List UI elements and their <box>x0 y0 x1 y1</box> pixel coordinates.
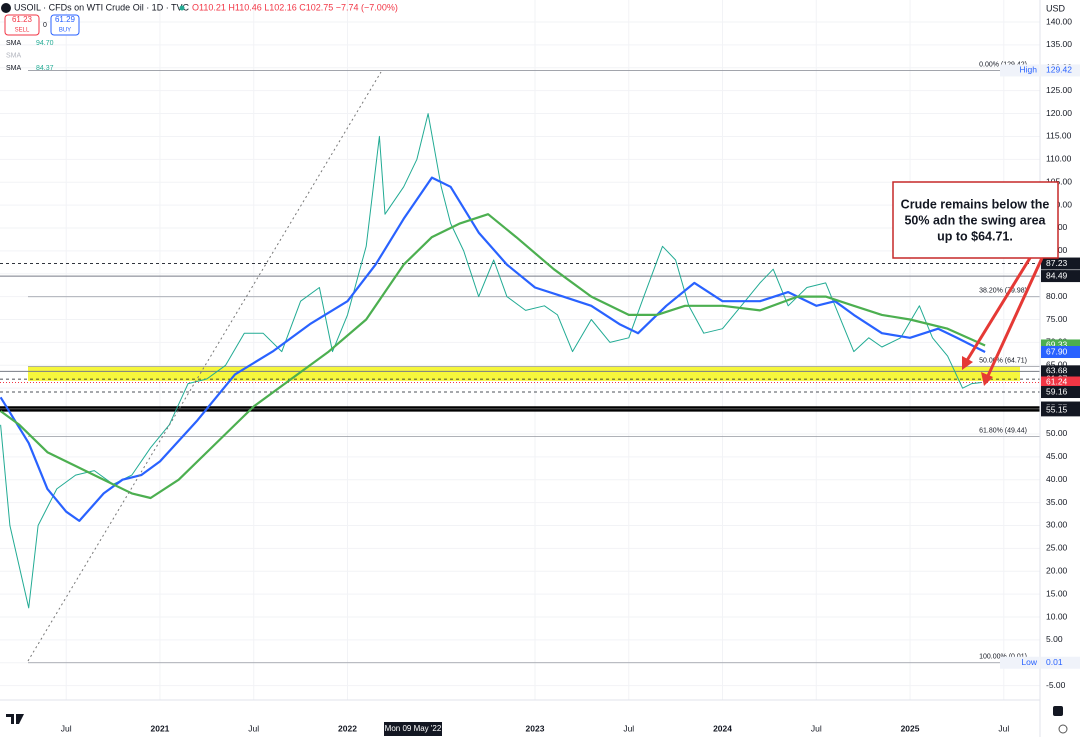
price-badge <box>1041 404 1080 417</box>
price-badge <box>1041 346 1080 359</box>
y-tick-label: 35.00 <box>1046 497 1068 507</box>
crosshair-label-box <box>384 722 442 736</box>
arrow <box>985 257 1044 379</box>
y-tick-label: 5.00 <box>1046 634 1063 644</box>
y-tick-label: 115.00 <box>1046 131 1072 141</box>
price-badge <box>1041 64 1080 77</box>
currency: USD <box>1046 3 1066 13</box>
ohlc: O110.21 H110.46 L102.16 C102.75 −7.74 (−… <box>192 2 398 12</box>
y-tick-label: 10.00 <box>1046 611 1068 621</box>
y-tick-label: 80.00 <box>1046 291 1068 301</box>
y-tick-label: 105.00 <box>1046 176 1072 186</box>
y-tick-label: -5.00 <box>1046 680 1066 690</box>
y-tick-label: 125.00 <box>1046 85 1072 95</box>
price-badge-text: 69.33 <box>1046 340 1068 350</box>
price-badge-text: 67.90 <box>1046 346 1068 356</box>
x-tick-label: 2025 <box>901 723 920 733</box>
annotation: Crude remains below the 50% adn the swing… <box>901 197 1050 243</box>
y-tick-label: 110.00 <box>1046 154 1072 164</box>
fib-label: 61.80% (49.44) <box>979 427 1027 434</box>
annotation-box <box>892 181 1059 259</box>
sell-label[interactable]: SELL <box>15 28 30 34</box>
price-badge-text: 63.68 <box>1046 366 1068 376</box>
x-tick-label: 2024 <box>713 723 732 733</box>
indicator-name: SMA <box>6 40 22 47</box>
price-badge-text: 87.23 <box>1046 258 1068 268</box>
annotation-text: 50% adn the swing area <box>904 213 1046 227</box>
indicator-value: 84.37 <box>36 65 54 72</box>
axes: 140.00135.00130.00125.00120.00115.00110.… <box>61 16 1080 733</box>
symbol-icon <box>1 3 11 13</box>
y-tick-label: 40.00 <box>1046 474 1068 484</box>
x-tick-label: Jul <box>811 723 822 733</box>
price-badge-tag-text: Low <box>1021 657 1037 667</box>
arrow <box>964 257 1032 363</box>
buy-price[interactable]: 61.29 <box>55 15 76 24</box>
price-badge <box>1041 656 1080 669</box>
indicator-name: SMA <box>6 65 22 72</box>
y-tick-label: 140.00 <box>1046 16 1072 26</box>
indicator-legend: SMA 94.70 SMA SMA 84.37 <box>6 40 54 72</box>
price-badge-text: 0.01 <box>1046 657 1063 667</box>
arrow-head <box>962 356 973 370</box>
x-tick-label: Jul <box>998 723 1009 733</box>
price-badge-text: 59.16 <box>1046 386 1068 396</box>
zone <box>28 366 1020 381</box>
status-dot <box>179 5 185 11</box>
y-tick-label: 75.00 <box>1046 314 1068 324</box>
price-badge-text: 61.24 <box>1046 377 1068 387</box>
y-tick-label: 65.00 <box>1046 360 1068 370</box>
annotation-text: up to $64.71. <box>937 229 1013 243</box>
price-badge <box>1041 376 1080 389</box>
settings-button[interactable] <box>1058 724 1068 734</box>
indicator-name: SMA <box>6 52 22 59</box>
y-tick-label: 15.00 <box>1046 588 1068 598</box>
x-tick-label: 2022 <box>338 723 357 733</box>
indicator-value: 94.70 <box>36 40 54 47</box>
x-tick-label: Jul <box>61 723 72 733</box>
price-badge-text: 84.49 <box>1046 270 1068 280</box>
price-badge-tag <box>1000 64 1040 77</box>
sell-button[interactable] <box>4 14 40 36</box>
sma-line <box>0 176 986 523</box>
buy-label[interactable]: BUY <box>59 28 71 34</box>
price-badge <box>1041 257 1080 270</box>
sma-line <box>0 213 986 500</box>
x-tick-label: 2021 <box>150 723 169 733</box>
price-badge-text: 55.15 <box>1046 405 1068 415</box>
y-tick-label: 30.00 <box>1046 520 1068 530</box>
y-tick-label: 100.00 <box>1046 199 1072 209</box>
fib-label: 50.00% (64.71) <box>979 357 1027 364</box>
plot: 0.00% (129.42)38.20% (79.98)50.00% (64.7… <box>0 61 1040 664</box>
annotation-text: Crude remains below the <box>901 197 1050 211</box>
arrow-head <box>981 372 993 386</box>
y-tick-label: 135.00 <box>1046 39 1072 49</box>
buy-button[interactable] <box>50 14 80 36</box>
symbol-title: USOIL · CFDs on WTI Crude Oil · 1D · TVC <box>14 2 190 12</box>
x-tick-label: 2023 <box>526 723 545 733</box>
price-line <box>0 113 982 609</box>
x-tick-label: Jul <box>623 723 634 733</box>
y-tick-label: 20.00 <box>1046 566 1068 576</box>
fib-label: 38.20% (79.98) <box>979 288 1027 295</box>
spread: 0 <box>43 22 47 29</box>
x-tick-label: Jul <box>248 723 259 733</box>
y-tick-label: 25.00 <box>1046 543 1068 553</box>
y-tick-label: 50.00 <box>1046 428 1068 438</box>
logo <box>6 714 24 724</box>
price-badge-text: 129.42 <box>1046 65 1072 75</box>
price-badge <box>1041 386 1080 399</box>
sell-price[interactable]: 61.23 <box>12 15 33 24</box>
crosshair-label: Mon 09 May '22 <box>385 724 442 733</box>
y-tick-label: 120.00 <box>1046 108 1072 118</box>
grid <box>0 0 1040 700</box>
y-tick-label: 45.00 <box>1046 451 1068 461</box>
price-badge-tag <box>1000 656 1040 669</box>
auto-scale-button[interactable] <box>1053 706 1063 716</box>
price-badge <box>1041 270 1080 283</box>
price-badge-tag-text: High <box>1020 65 1038 75</box>
